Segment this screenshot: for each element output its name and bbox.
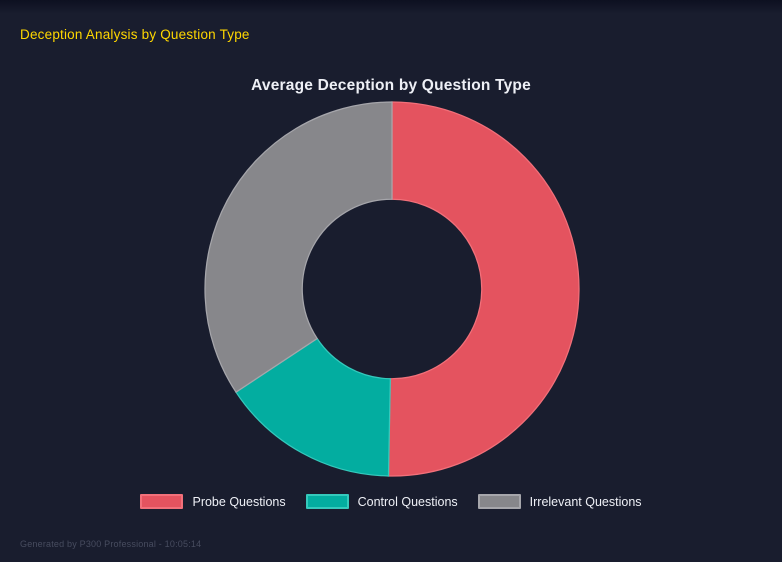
legend-item-probe-questions[interactable]: Probe Questions [140, 494, 286, 509]
legend-item-control-questions[interactable]: Control Questions [305, 494, 458, 509]
chart-title: Average Deception by Question Type [251, 77, 531, 94]
doughnut-chart-svg [204, 101, 580, 477]
chart-legend: Probe Questions Control Questions Irrele… [0, 494, 782, 509]
doughnut-segment-irrelevant-questions[interactable] [204, 101, 393, 394]
generated-by-note: Generated by P300 Professional - 10:05:1… [20, 539, 202, 549]
legend-item-irrelevant-questions[interactable]: Irrelevant Questions [477, 494, 642, 509]
legend-swatch-control-questions [305, 494, 349, 509]
legend-swatch-probe-questions [140, 494, 184, 509]
doughnut-chart [204, 101, 580, 477]
legend-label-control-questions: Control Questions [357, 494, 458, 509]
legend-label-irrelevant-questions: Irrelevant Questions [529, 494, 642, 509]
legend-label-probe-questions: Probe Questions [192, 494, 286, 509]
legend-swatch-irrelevant-questions [477, 494, 521, 509]
doughnut-segment-probe-questions[interactable] [387, 101, 580, 477]
page-title: Deception Analysis by Question Type [20, 27, 250, 42]
